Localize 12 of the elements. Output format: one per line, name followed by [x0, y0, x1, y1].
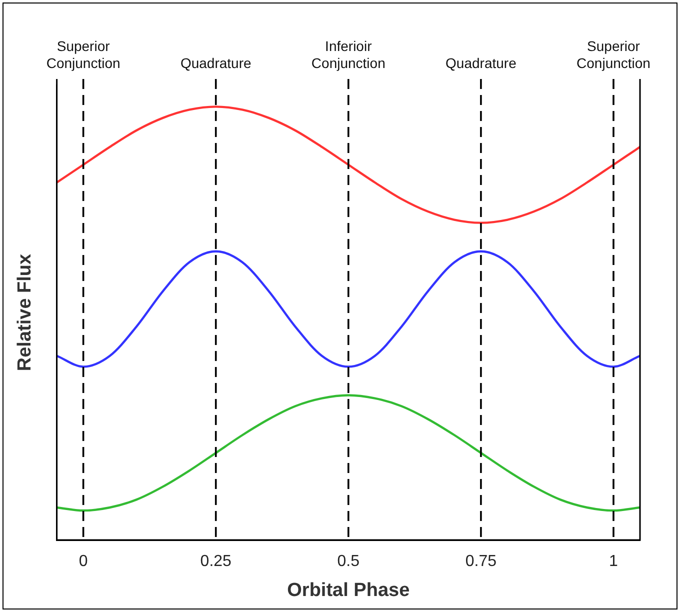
ref-line-label: Inferioir Conjunction — [311, 38, 386, 71]
x-tick-label: 0.75 — [465, 553, 497, 570]
x-tick-label: 0.25 — [200, 553, 232, 570]
ref-line-label: Superior Conjunction — [46, 38, 120, 71]
ref-line-label: Superior Conjunction — [576, 38, 650, 71]
y-axis-title: Relative Flux — [14, 253, 36, 372]
x-tick-label: 0 — [78, 553, 88, 570]
x-tick-label: 0.5 — [337, 553, 360, 570]
x-axis-title: Orbital Phase — [287, 580, 410, 601]
ref-line-label: Quadrature — [180, 54, 252, 71]
x-tick-label: 1 — [609, 553, 618, 570]
ref-line-label: Quadrature — [446, 54, 517, 71]
